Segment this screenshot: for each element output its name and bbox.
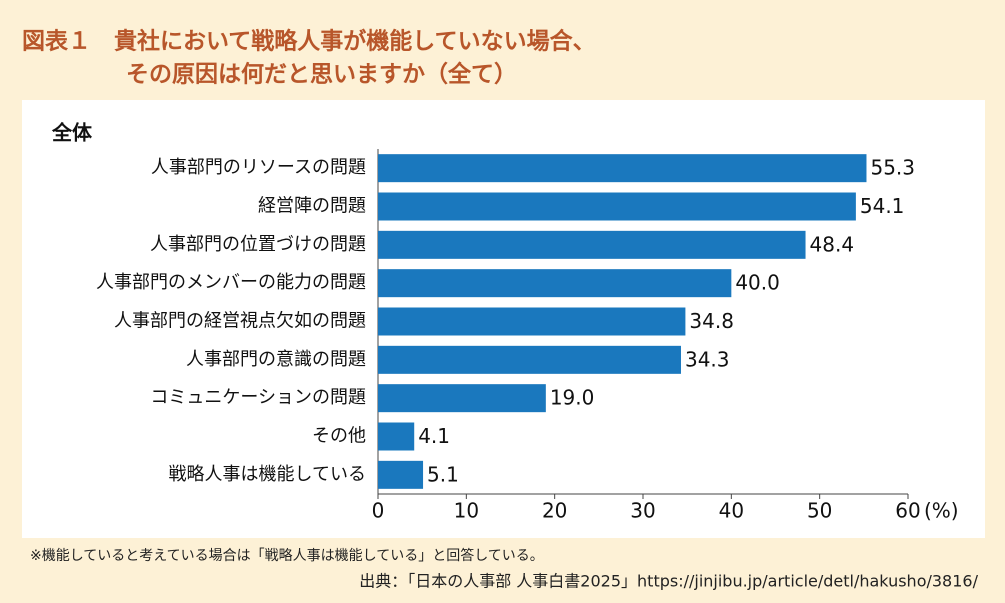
note: ※機能していると考えている場合は「戦略人事は機能している」と回答している。 [30, 547, 544, 564]
y-tick-label: 人事部門の位置づけの問題 [150, 234, 366, 255]
data-label: 34.3 [685, 347, 730, 371]
y-tick-label: 人事部門のメンバーの能力の問題 [96, 272, 366, 293]
y-tick-label: 人事部門の経営視点欠如の問題 [114, 311, 366, 332]
chart-subtitle: 全体 [51, 121, 93, 145]
x-tick-label: 30 [630, 499, 655, 523]
bar [378, 460, 424, 489]
bar [378, 345, 681, 374]
chart-title: その原因は何だと思いますか（全て） [126, 61, 517, 88]
x-tick-label: 20 [542, 499, 567, 523]
data-label: 54.1 [860, 194, 905, 218]
y-tick-label: その他 [312, 426, 366, 447]
data-label: 19.0 [550, 386, 595, 410]
data-label: 5.1 [427, 462, 459, 486]
x-tick-label: 0 [372, 499, 385, 523]
data-label: 4.1 [418, 424, 450, 448]
data-label: 55.3 [870, 156, 915, 180]
bar [378, 154, 867, 183]
bar [378, 192, 856, 221]
bar [378, 422, 415, 451]
data-label: 48.4 [810, 232, 855, 256]
chart-title: 図表１ 貴社において戦略人事が機能していない場合、 [22, 28, 596, 55]
y-tick-label: 経営陣の問題 [258, 196, 366, 217]
bar [378, 230, 806, 259]
bar [378, 269, 732, 298]
y-tick-label: 人事部門のリソースの問題 [151, 157, 366, 178]
x-tick-label: 50 [807, 499, 832, 523]
data-label: 40.0 [735, 271, 780, 295]
y-tick-label: 戦略人事は機能している [169, 464, 366, 485]
y-tick-label: コミュニケーションの問題 [150, 387, 366, 408]
data-label: 34.8 [689, 309, 734, 333]
x-unit: (%) [924, 499, 959, 523]
bar [378, 307, 686, 336]
x-tick-label: 10 [454, 499, 479, 523]
x-tick-label: 60 [895, 499, 920, 523]
bar [378, 384, 546, 413]
source: 出典：「日本の人事部 人事白書2025」https://jinjibu.jp/a… [359, 572, 978, 591]
x-tick-label: 40 [719, 499, 744, 523]
y-tick-label: 人事部門の意識の問題 [186, 349, 366, 370]
